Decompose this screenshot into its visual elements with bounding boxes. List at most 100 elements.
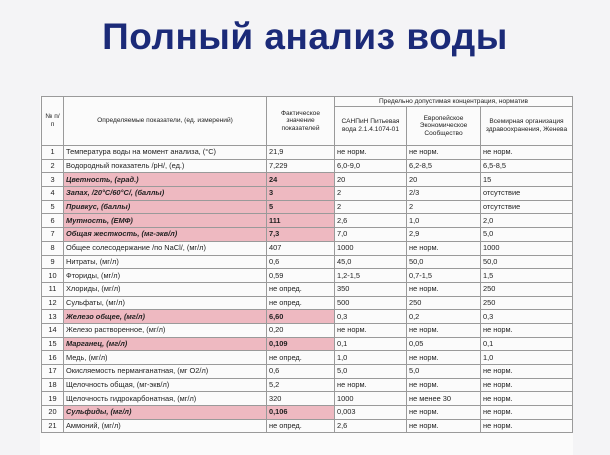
row-number: 18 [41, 377, 64, 393]
row-eu-norm: не норм. [406, 240, 481, 256]
analysis-sheet: № п/п Определяемые показатели, (ед. изме… [40, 96, 573, 455]
header-who: Всемирная организация здравоохранения, Ж… [480, 106, 573, 146]
row-who-norm: 0,3 [480, 309, 573, 324]
row-eu-norm: не норм. [406, 377, 481, 393]
row-number: 15 [41, 336, 64, 352]
row-parameter: Щелочность общая, (мг-экв/л) [63, 377, 267, 393]
row-number: 13 [41, 309, 64, 324]
row-parameter: Железо растворенное, (мг/л) [63, 322, 267, 338]
table-row: 13 Железо общее, (мг/л) 6,60 0,3 0,2 0,3 [41, 309, 573, 324]
row-parameter: Запах, /20°C/60°C/, (баллы) [63, 186, 267, 201]
row-parameter: Хлориды, (мг/л) [63, 281, 267, 297]
row-who-norm: 50,0 [480, 254, 573, 270]
row-who-norm: отсутствие [480, 199, 573, 215]
row-number: 9 [41, 254, 64, 270]
row-value: 3 [266, 186, 335, 201]
row-parameter: Аммоний, (мг/л) [63, 418, 267, 434]
row-value: 320 [266, 391, 335, 407]
row-value: 407 [266, 240, 335, 256]
header-param: Определяемые показатели, (ед. измерений) [63, 96, 267, 146]
header-norms: Предельно допустимая концентрация, норма… [334, 96, 573, 107]
row-sanpin-norm: 500 [334, 295, 407, 311]
row-who-norm: 15 [480, 172, 573, 188]
row-sanpin-norm: 0,1 [334, 336, 407, 352]
row-who-norm: не норм. [480, 377, 573, 393]
table-row: 3 Цветность, (град.) 24 20 20 15 [41, 172, 573, 188]
row-parameter: Сульфаты, (мг/л) [63, 295, 267, 311]
row-number: 7 [41, 227, 64, 242]
row-sanpin-norm: 0,003 [334, 405, 407, 420]
row-who-norm: 6,5-8,5 [480, 158, 573, 174]
row-value: 21,9 [266, 145, 335, 160]
row-sanpin-norm: 20 [334, 172, 407, 188]
row-number: 17 [41, 364, 64, 379]
table-row: 7 Общая жесткость, (мг-экв/л) 7,3 7,0 2,9 5,0 [41, 227, 573, 242]
row-number: 5 [41, 199, 64, 215]
row-eu-norm: не норм. [406, 145, 481, 160]
row-eu-norm: 2 [406, 199, 481, 215]
row-sanpin-norm: 1000 [334, 391, 407, 407]
row-number: 6 [41, 213, 64, 229]
water-analysis-table: № п/п Определяемые показатели, (ед. изме… [41, 96, 573, 434]
row-parameter: Общее солесодержание /по NaCl/, (мг/л) [63, 240, 267, 256]
row-sanpin-norm: 350 [334, 281, 407, 297]
row-number: 19 [41, 391, 64, 407]
table-body: 1 Температура воды на момент анализа, (°C… [41, 145, 573, 434]
row-eu-norm: 20 [406, 172, 481, 188]
table-row: 11 Хлориды, (мг/л) не опред. 350 не норм. 250 [41, 281, 573, 297]
row-who-norm: 5,0 [480, 227, 573, 242]
row-eu-norm: 0,2 [406, 309, 481, 324]
row-value: не опред. [266, 350, 335, 365]
row-who-norm: 1,0 [480, 350, 573, 365]
row-value: не опред. [266, 295, 335, 311]
row-who-norm: 250 [480, 281, 573, 297]
row-number: 8 [41, 240, 64, 256]
row-number: 4 [41, 186, 64, 201]
table-row: 10 Фториды, (мг/л) 0,59 1,2-1,5 0,7-1,5 1,5 [41, 268, 573, 283]
row-eu-norm: 6,2-8,5 [406, 158, 481, 174]
row-parameter: Цветность, (град.) [63, 172, 267, 188]
header-num: № п/п [41, 96, 64, 146]
row-eu-norm: 0,05 [406, 336, 481, 352]
row-parameter: Фториды, (мг/л) [63, 268, 267, 283]
table-row: 2 Водородный показатель /pH/, (ед.) 7,229 6… [41, 158, 573, 174]
row-value: не опред. [266, 281, 335, 297]
row-sanpin-norm: 2,6 [334, 418, 407, 434]
row-parameter: Окисляемость перманганатная, (мг О2/л) [63, 364, 267, 379]
row-value: 0,6 [266, 364, 335, 379]
row-eu-norm: не менее 30 [406, 391, 481, 407]
row-sanpin-norm: 0,3 [334, 309, 407, 324]
table-row: 15 Марганец, (мг/л) 0,109 0,1 0,05 0,1 [41, 336, 573, 352]
row-eu-norm: не норм. [406, 281, 481, 297]
row-sanpin-norm: 6,0-9,0 [334, 158, 407, 174]
row-who-norm: не норм. [480, 322, 573, 338]
header-value: Фактическое значение показателей [266, 96, 335, 146]
header-sanpin: САНПиН Питьевая вода 2.1.4.1074-01 [334, 106, 407, 146]
row-sanpin-norm: 1000 [334, 240, 407, 256]
row-number: 1 [41, 145, 64, 160]
table-row: 19 Щелочность гидрокарбонатная, (мг/л) 320… [41, 391, 573, 407]
row-sanpin-norm: 2 [334, 199, 407, 215]
page-title: Полный анализ воды [102, 16, 508, 57]
row-value: 7,3 [266, 227, 335, 242]
row-eu-norm: не норм. [406, 322, 481, 338]
table-row: 17 Окисляемость перманганатная, (мг О2/л)… [41, 364, 573, 379]
row-parameter: Щелочность гидрокарбонатная, (мг/л) [63, 391, 267, 407]
row-value: 0,106 [266, 405, 335, 420]
row-number: 21 [41, 418, 64, 434]
row-value: 6,60 [266, 309, 335, 324]
row-sanpin-norm: не норм. [334, 145, 407, 160]
row-who-norm: 0,1 [480, 336, 573, 352]
table-row: 8 Общее солесодержание /по NaCl/, (мг/л) 4… [41, 240, 573, 256]
row-who-norm: не норм. [480, 391, 573, 407]
row-eu-norm: 1,0 [406, 213, 481, 229]
row-who-norm: не норм. [480, 405, 573, 420]
row-eu-norm: не норм. [406, 418, 481, 434]
row-who-norm: не норм. [480, 145, 573, 160]
row-who-norm: 2,0 [480, 213, 573, 229]
table-row: 5 Привкус, (баллы) 5 2 2 отсутствие [41, 199, 573, 215]
row-parameter: Мутность, (ЕМФ) [63, 213, 267, 229]
row-sanpin-norm: 1,2-1,5 [334, 268, 407, 283]
row-number: 10 [41, 268, 64, 283]
row-value: 24 [266, 172, 335, 188]
